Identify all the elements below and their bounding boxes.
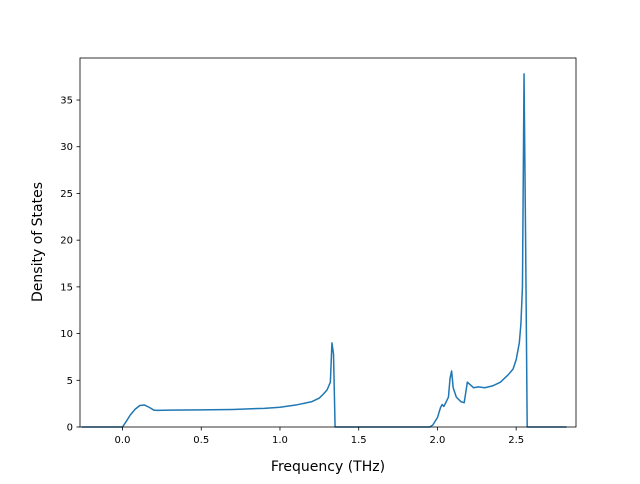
x-tick-label: 0.0 — [115, 435, 131, 446]
x-tick-label: 2.5 — [508, 435, 524, 446]
ticks: 0.0 0.5 1.0 1.5 2.0 2.5 0 5 10 15 20 25 30 35 — [60, 96, 524, 446]
y-tick-label: 10 — [60, 329, 73, 340]
series-line-0 — [81, 73, 567, 428]
plot-area — [79, 57, 577, 428]
x-axis-label: Frequency (THz) — [271, 459, 385, 475]
y-tick-label: 35 — [60, 96, 73, 107]
y-tick-label: 30 — [60, 142, 73, 153]
x-tick-label: 1.5 — [351, 435, 367, 446]
y-tick-label: 5 — [67, 376, 73, 387]
axes-frame — [79, 57, 577, 428]
x-tick-label: 0.5 — [193, 435, 209, 446]
x-tick-label: 1.0 — [272, 435, 288, 446]
y-tick-label: 20 — [60, 236, 73, 247]
y-axis-label: Density of States — [30, 182, 46, 302]
x-tick-label: 2.0 — [429, 435, 445, 446]
y-tick-label: 15 — [60, 282, 73, 293]
y-tick-label: 25 — [60, 189, 73, 200]
y-tick-label: 0 — [67, 423, 73, 434]
